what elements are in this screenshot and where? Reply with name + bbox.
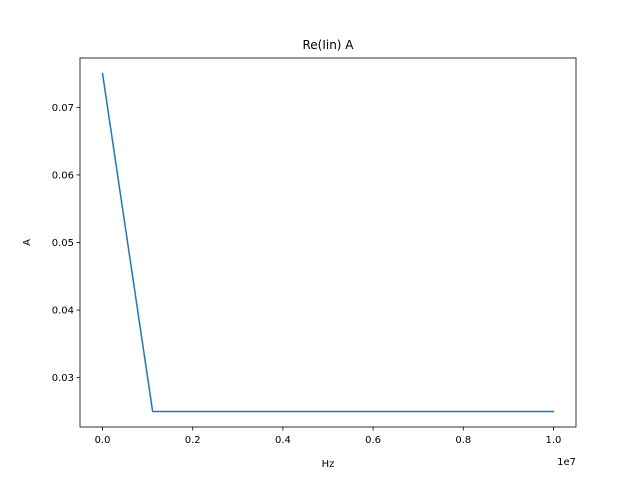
plot-area-background [80, 58, 576, 427]
y-tick-label: 0.06 [52, 170, 74, 181]
series-layer [101, 72, 555, 413]
plot-frame [79, 57, 577, 428]
y-tick-label: 0.05 [52, 238, 74, 249]
x-tick-label: 0.6 [365, 435, 381, 446]
x-axis-offset-label: 1e7 [557, 457, 576, 468]
y-tick-label: 0.03 [52, 373, 74, 384]
y-tick-label: 0.07 [52, 103, 74, 114]
axes-layer: 0.0 0.2 0.4 0.6 0.8 1.0 0.03 0.04 0.05 0.06 0.07 [52, 103, 562, 446]
x-tick-label: 0.4 [275, 435, 291, 446]
x-tick-label: 0.2 [185, 435, 201, 446]
y-axis-label: A [22, 239, 33, 246]
x-axis-label: Hz [322, 459, 335, 470]
y-tick-label: 0.04 [52, 306, 74, 317]
x-tick-label: 0.0 [95, 435, 111, 446]
chart-title: Re(Iin) A [302, 38, 354, 52]
x-tick-label: 1.0 [546, 435, 562, 446]
series-line [101, 72, 555, 413]
x-tick-label: 0.8 [455, 435, 471, 446]
